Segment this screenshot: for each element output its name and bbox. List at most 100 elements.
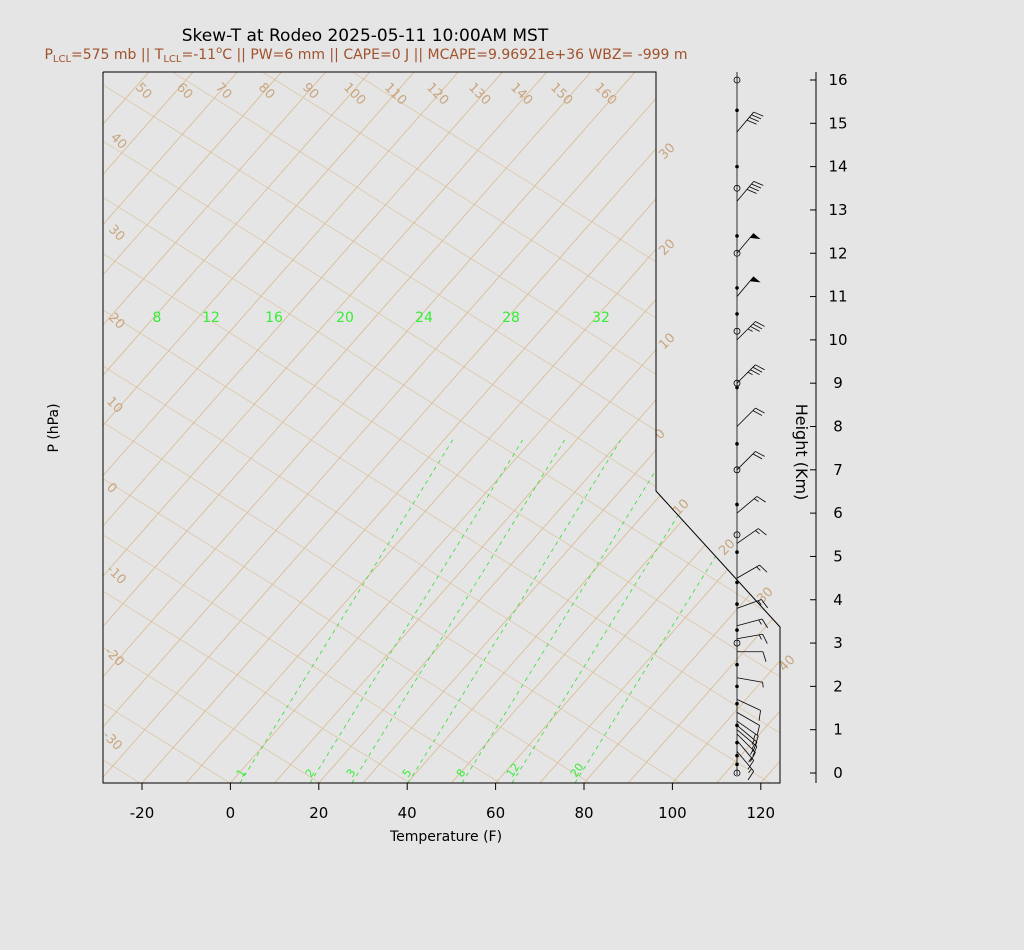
wind-barb-full [747, 760, 755, 770]
wind-barb-full [752, 746, 758, 757]
wind-barb-full [746, 189, 757, 194]
wind-barb-full [761, 618, 768, 629]
wind-barb-flag [749, 276, 761, 283]
plcl-symbol: P [44, 47, 52, 63]
plcl-value: =575 mb [71, 47, 137, 63]
height-tick-label: 6 [833, 504, 843, 522]
x-tick-label: 80 [574, 804, 593, 822]
wind-barb [736, 677, 764, 688]
wind-barb-half [758, 619, 762, 625]
x-axis-label: Temperature (F) [389, 829, 502, 845]
wind-barb-full [756, 725, 760, 736]
tlcl-degree: o [216, 45, 222, 56]
chart-subtitle: PLCL=575 mb || TLCL=-11oC || PW=6 mm || … [44, 45, 687, 65]
tlcl-subscript: LCL [163, 54, 182, 65]
wind-barb-full [750, 752, 756, 762]
wind-barb-full [746, 119, 757, 125]
x-tick-label: 0 [226, 804, 236, 822]
wind-barb-staff [736, 729, 758, 747]
wind-barb-staff [736, 496, 758, 514]
wind-barb-full [759, 564, 768, 573]
wind-barb-full [752, 366, 763, 373]
wind-barb [736, 618, 768, 629]
chart-title: Skew-T at Rodeo 2025-05-11 10:00AM MST [182, 26, 549, 46]
isotherm-line [103, 72, 592, 783]
height-tick-label: 14 [828, 158, 847, 176]
isotherm-line [103, 72, 282, 783]
height-tick-label: 13 [828, 201, 847, 219]
mixing-ratio-top-label: 8 [153, 310, 162, 326]
wind-barb-half [757, 600, 762, 606]
wind-level-circle [733, 639, 741, 647]
isotherm-line [103, 72, 415, 783]
wind-level-circle [733, 466, 741, 474]
wind-barb-full [751, 183, 762, 189]
wind-barb-half [754, 498, 759, 502]
wind-level-circle [733, 76, 741, 84]
wind-barb-full [749, 117, 759, 122]
wind-barb-staff [736, 451, 756, 471]
wind-barb-full [761, 599, 768, 609]
wind-level-dot [735, 550, 739, 554]
wind-barb [737, 651, 767, 662]
height-axis-label: Height (Km) [792, 404, 811, 501]
wind-barb [736, 729, 758, 757]
wind-barb [736, 725, 758, 752]
x-tick-label: 100 [658, 804, 687, 822]
wind-barb [736, 740, 755, 770]
wind-barb [736, 751, 755, 781]
wind-barb-full [755, 321, 765, 327]
wind-barb-staff [736, 633, 763, 640]
isotherm-line [627, 72, 780, 783]
wind-barb [736, 528, 767, 544]
mixing-ratio-line [239, 439, 453, 783]
wind-barb-staff [736, 276, 755, 297]
isotherm-line [672, 72, 780, 783]
wind-level-dot [735, 684, 739, 689]
wind-barb-full [751, 114, 762, 120]
wind-barb-staff [736, 528, 759, 544]
wind-level-circle [733, 327, 741, 335]
axes: 1000850700500400300250200150100-20020406… [130, 71, 848, 822]
y-axis-label: P (hPa) [46, 403, 62, 452]
isotherm-line [495, 72, 780, 783]
wind-barb-flag [749, 233, 761, 240]
height-tick-label: 1 [833, 721, 843, 739]
wind-barb-half [747, 371, 753, 376]
wind-level-dot [735, 164, 739, 169]
height-tick-label: 5 [833, 547, 843, 565]
height-tick-label: 4 [833, 591, 843, 609]
isotherm-line [103, 72, 326, 783]
wind-barb-full [758, 528, 767, 536]
wind-barb-half [753, 733, 756, 740]
wind-level-dot [735, 753, 739, 758]
wind-barb-staff [736, 677, 763, 683]
tlcl-value: =-11 [181, 47, 216, 63]
isotherm-line [103, 72, 724, 783]
height-tick-label: 16 [828, 71, 847, 89]
mixing-ratio-top-label: 20 [336, 310, 354, 326]
height-tick-label: 3 [833, 634, 843, 652]
wind-barb-half [751, 739, 755, 745]
wind-barb [736, 496, 766, 514]
dry-adiabat-line [103, 72, 780, 783]
wind-barb-staff [736, 111, 755, 133]
wind-barb-half [748, 757, 752, 763]
plot-frame [102, 71, 781, 784]
wind-barb-staff [736, 599, 762, 609]
wind-barb-staff [736, 181, 755, 202]
dry-adiabat-line [103, 72, 501, 783]
wind-barb [736, 699, 761, 721]
dry-adiabat-line [103, 72, 591, 783]
wind-barb [736, 733, 756, 762]
mixing-ratio-labels: 8 12 16 20 24 28 321 2 3 5 8 12 20 [153, 310, 610, 780]
wind-level-dot [735, 286, 739, 290]
wind-barb-half [751, 743, 755, 750]
plcl-subscript: LCL [53, 54, 72, 65]
wind-barb [736, 276, 761, 297]
wind-barb [736, 364, 765, 384]
wind-level-dot [735, 602, 739, 606]
wind-barb [736, 180, 764, 202]
isotherm-line [274, 72, 780, 783]
